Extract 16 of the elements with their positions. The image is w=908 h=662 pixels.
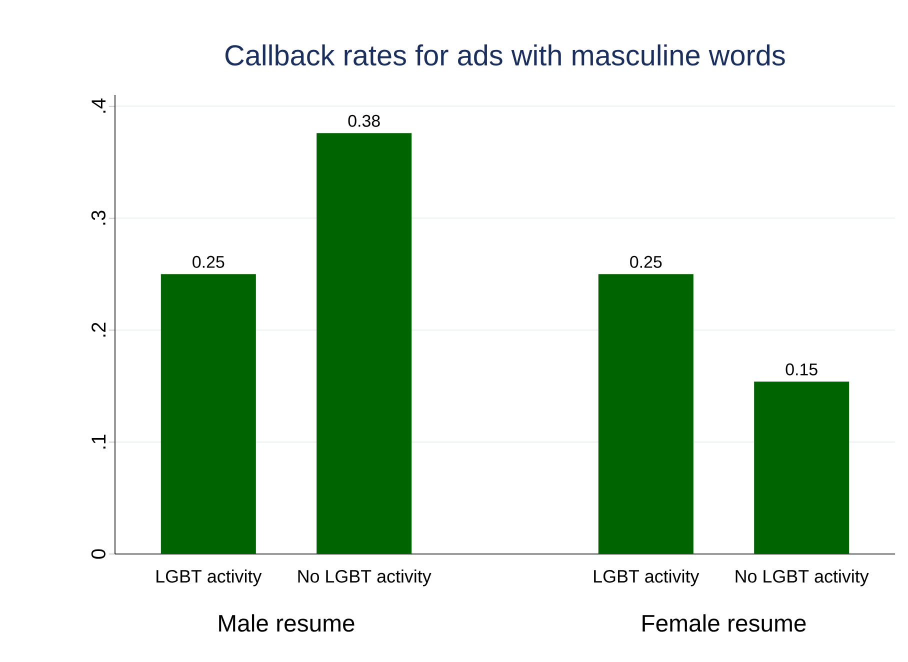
x-tick-label: No LGBT activity	[298, 570, 432, 586]
x-tick-label: LGBT activity	[594, 570, 700, 586]
data-label: 0.25	[192, 256, 224, 268]
y-tick-label: .3	[91, 210, 106, 225]
y-tick-label: 0	[91, 549, 106, 559]
text: Female resume	[642, 614, 806, 632]
y-tick-label: .4	[92, 98, 106, 113]
x-tick-label: No LGBT activity	[736, 570, 869, 586]
y-tick-label: .2	[92, 322, 106, 337]
data-label: 0.38	[348, 114, 380, 127]
y-tick-label: .1	[92, 434, 106, 449]
x-tick-label: LGBT activity	[156, 570, 262, 586]
data-label: 0.15	[786, 363, 818, 376]
text: Male resume	[219, 614, 354, 632]
data-label: 0.25	[630, 256, 662, 268]
chart-title: Callback rates for ads with masculine words	[225, 44, 785, 66]
